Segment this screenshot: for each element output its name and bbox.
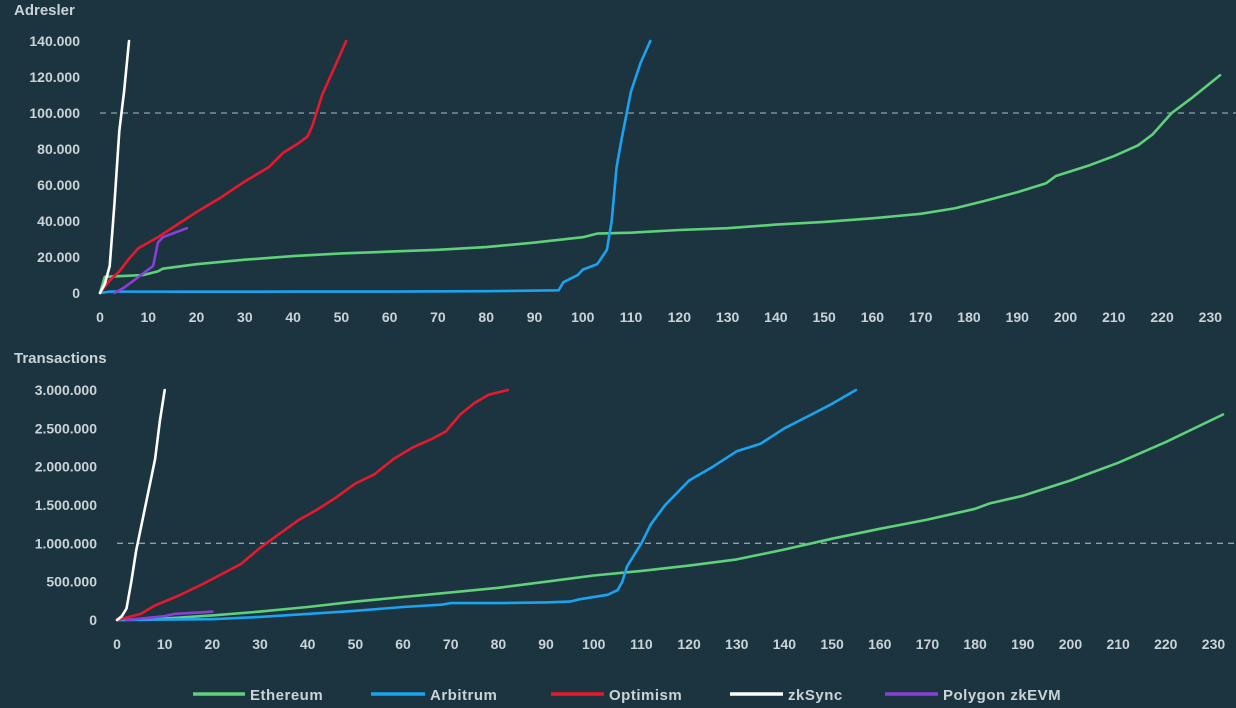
y-tick-label: 20.000 <box>37 249 80 265</box>
series-line-arbitrum <box>100 41 650 293</box>
series-line-polygon-zkevm <box>115 228 187 293</box>
y-tick-label: 1.500.000 <box>35 497 97 513</box>
x-tick-label: 90 <box>538 636 554 652</box>
x-tick-label: 90 <box>527 309 543 325</box>
x-tick-label: 110 <box>630 636 653 652</box>
bottom-chart-x-axis: 0 10 20 30 40 50 60 70 80 90 100 110 120 130 140 150 160… <box>113 636 1225 652</box>
y-tick-label: 1.000.000 <box>35 535 97 551</box>
x-tick-label: 180 <box>957 309 981 325</box>
x-tick-label: 170 <box>909 309 933 325</box>
x-tick-label: 230 <box>1202 636 1226 652</box>
series-line-zksync <box>117 390 165 620</box>
x-tick-label: 40 <box>285 309 301 325</box>
x-tick-label: 40 <box>300 636 316 652</box>
x-tick-label: 20 <box>189 309 205 325</box>
x-tick-label: 170 <box>916 636 940 652</box>
x-tick-label: 200 <box>1059 636 1083 652</box>
chart-legend: Ethereum Arbitrum Optimism zkSync Polygon zk… <box>193 687 1061 704</box>
x-tick-label: 0 <box>113 636 121 652</box>
x-tick-label: 50 <box>348 636 364 652</box>
x-tick-label: 150 <box>812 309 836 325</box>
y-tick-label: 80.000 <box>37 141 80 157</box>
x-tick-label: 220 <box>1150 309 1174 325</box>
x-tick-label: 10 <box>140 309 156 325</box>
y-tick-label: 2.000.000 <box>35 459 97 475</box>
bottom-chart-y-axis: 0 500.000 1.000.000 1.500.000 2.000.000 2.500… <box>35 382 98 628</box>
top-chart-x-axis: 0 10 20 30 40 50 60 70 80 90 100 110 120 130 140 150 160… <box>96 309 1222 325</box>
x-tick-label: 110 <box>620 309 643 325</box>
y-tick-label: 100.000 <box>29 105 80 121</box>
x-tick-label: 220 <box>1154 636 1178 652</box>
x-tick-label: 80 <box>491 636 507 652</box>
legend-label-arbitrum: Arbitrum <box>430 687 497 704</box>
x-tick-label: 190 <box>1011 636 1035 652</box>
x-tick-label: 30 <box>237 309 253 325</box>
y-tick-label: 60.000 <box>37 177 80 193</box>
y-tick-label: 3.000.000 <box>35 382 97 398</box>
x-tick-label: 150 <box>820 636 844 652</box>
y-tick-label: 0 <box>89 612 97 628</box>
x-tick-label: 160 <box>868 636 892 652</box>
x-tick-label: 10 <box>157 636 173 652</box>
x-tick-label: 140 <box>773 636 797 652</box>
x-tick-label: 100 <box>571 309 595 325</box>
y-tick-label: 120.000 <box>29 69 80 85</box>
x-tick-label: 160 <box>861 309 885 325</box>
x-tick-label: 60 <box>395 636 411 652</box>
series-line-optimism <box>117 390 508 620</box>
legend-label-ethereum: Ethereum <box>250 687 323 704</box>
series-line-zksync <box>100 41 129 293</box>
x-tick-label: 70 <box>430 309 446 325</box>
legend-label-optimism: Optimism <box>609 687 682 704</box>
x-tick-label: 210 <box>1106 636 1130 652</box>
x-tick-label: 70 <box>443 636 459 652</box>
top-chart-series <box>100 41 1220 293</box>
y-tick-label: 140.000 <box>29 33 80 49</box>
x-tick-label: 20 <box>205 636 221 652</box>
bottom-chart-title: Transactions <box>14 350 107 367</box>
x-tick-label: 60 <box>382 309 398 325</box>
legend-label-polygon-zkevm: Polygon zkEVM <box>943 687 1061 704</box>
x-tick-label: 190 <box>1006 309 1030 325</box>
y-tick-label: 40.000 <box>37 213 80 229</box>
x-tick-label: 180 <box>963 636 987 652</box>
series-line-ethereum <box>117 415 1223 621</box>
series-line-arbitrum <box>117 390 856 620</box>
top-chart-y-axis: 0 20.000 40.000 60.000 80.000 100.000 120.000 1… <box>29 33 80 301</box>
x-tick-label: 120 <box>677 636 701 652</box>
x-tick-label: 130 <box>725 636 749 652</box>
y-tick-label: 500.000 <box>46 574 97 590</box>
bottom-chart-series <box>117 390 1223 620</box>
x-tick-label: 100 <box>582 636 606 652</box>
x-tick-label: 230 <box>1199 309 1223 325</box>
x-tick-label: 210 <box>1102 309 1126 325</box>
y-tick-label: 0 <box>72 285 80 301</box>
x-tick-label: 120 <box>668 309 692 325</box>
x-tick-label: 30 <box>252 636 268 652</box>
legend-label-zksync: zkSync <box>788 687 843 704</box>
x-tick-label: 80 <box>478 309 494 325</box>
x-tick-label: 130 <box>716 309 740 325</box>
y-tick-label: 2.500.000 <box>35 420 97 436</box>
x-tick-label: 140 <box>764 309 788 325</box>
x-tick-label: 200 <box>1054 309 1078 325</box>
x-tick-label: 0 <box>96 309 104 325</box>
series-line-ethereum <box>100 75 1220 293</box>
x-tick-label: 50 <box>334 309 350 325</box>
top-chart-title: Adresler <box>14 2 75 19</box>
